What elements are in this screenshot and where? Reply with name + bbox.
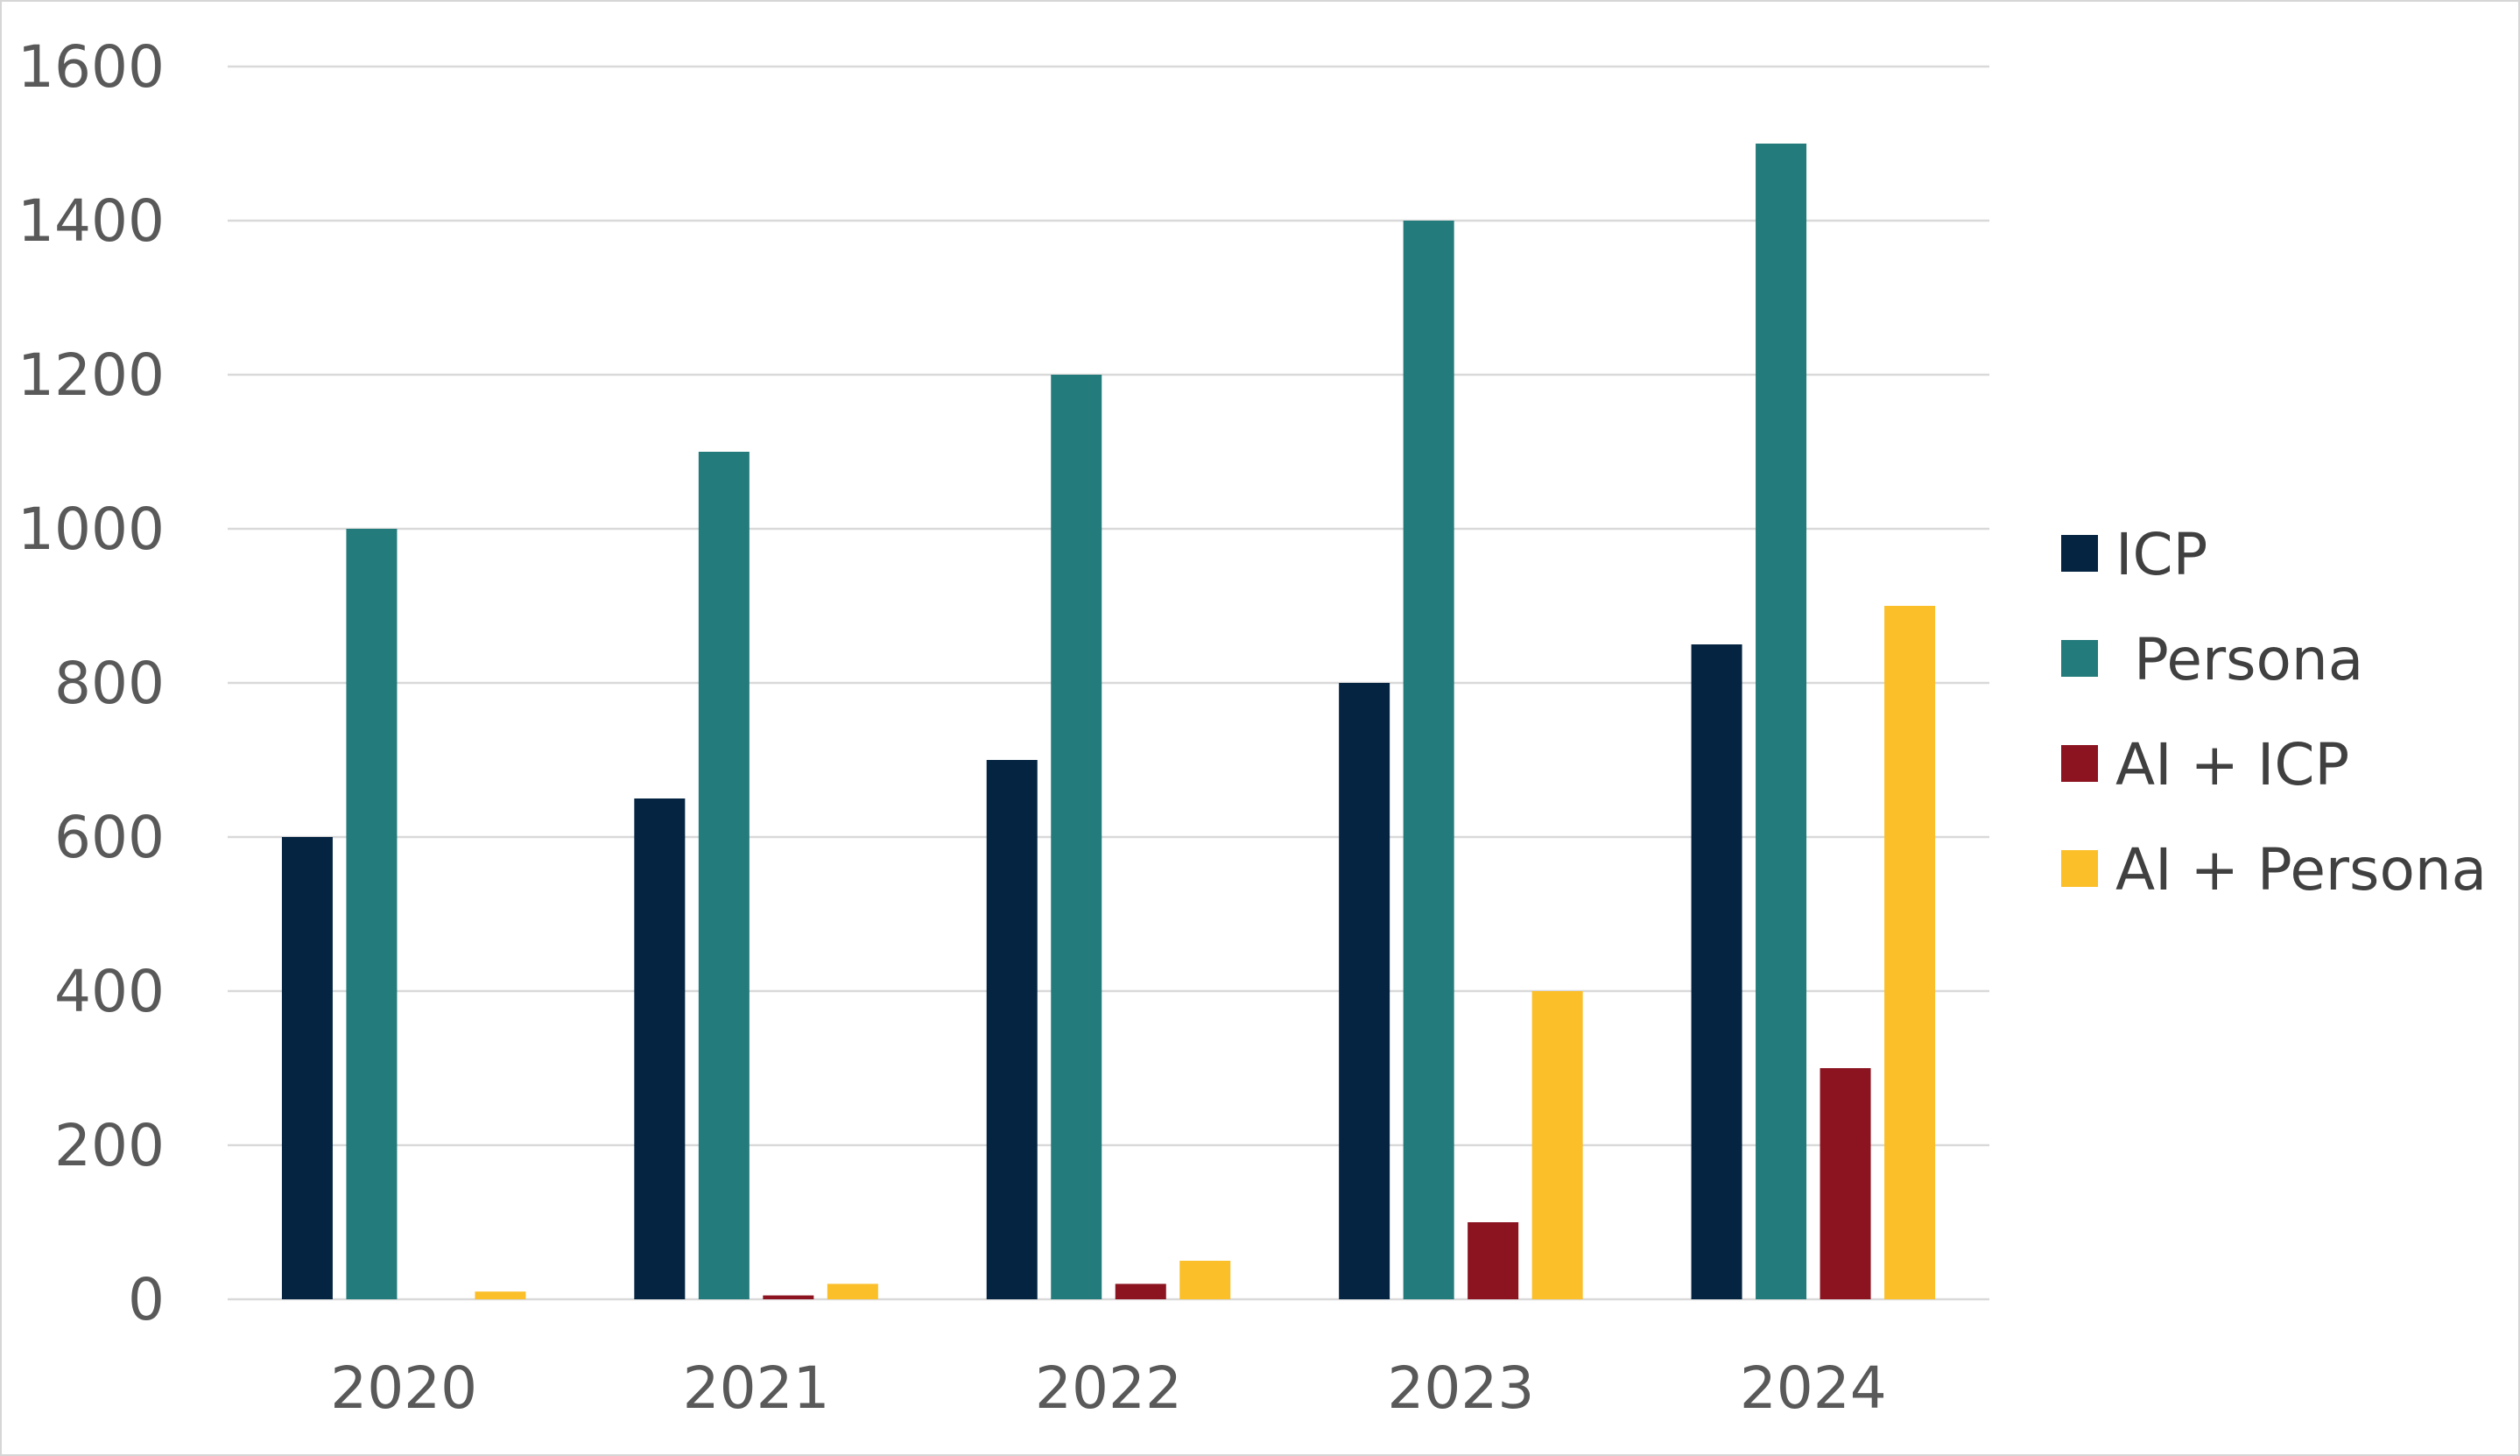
x-tick-label: 2020 xyxy=(330,1354,477,1422)
y-tick-label: 1200 xyxy=(18,341,165,409)
y-tick-label: 0 xyxy=(128,1266,165,1333)
bar-ai-persona-2024 xyxy=(1884,606,1936,1299)
y-tick-label: 200 xyxy=(54,1112,165,1179)
bar-icp-2022 xyxy=(986,760,1038,1299)
bar-ai-icp-2021 xyxy=(763,1295,814,1299)
legend-swatch xyxy=(2061,745,2098,782)
axes: 0 200 400 600 800 1000 1200 1400 1600 2020 2021 202… xyxy=(18,33,1887,1422)
bar-icp-2020 xyxy=(281,837,333,1299)
legend-swatch xyxy=(2061,640,2098,677)
bar-ai-persona-2022 xyxy=(1179,1261,1231,1299)
legend-label: ICP xyxy=(2115,521,2207,588)
y-tick-label: 400 xyxy=(54,958,165,1025)
bar-persona-2024 xyxy=(1756,144,1807,1299)
x-tick-label: 2021 xyxy=(683,1354,830,1422)
bar-ai-icp-2023 xyxy=(1468,1222,1519,1299)
bar-persona-2021 xyxy=(698,452,750,1299)
gridlines xyxy=(228,65,1989,1301)
bars xyxy=(281,144,1936,1299)
legend: ICP Persona AI + ICP AI + Persona xyxy=(2061,521,2487,904)
bar-persona-2023 xyxy=(1403,221,1454,1299)
y-tick-label: 800 xyxy=(54,650,165,717)
bar-icp-2021 xyxy=(634,798,686,1299)
bar-ai-persona-2023 xyxy=(1531,991,1583,1299)
legend-swatch xyxy=(2061,850,2098,887)
bar-persona-2020 xyxy=(346,529,398,1299)
bar-persona-2022 xyxy=(1051,375,1102,1299)
legend-label: Persona xyxy=(2115,626,2363,693)
legend-label: AI + ICP xyxy=(2115,731,2349,798)
x-tick-label: 2024 xyxy=(1740,1354,1887,1422)
bar-icp-2024 xyxy=(1691,644,1742,1299)
y-tick-label: 1400 xyxy=(18,187,165,255)
bar-ai-persona-2020 xyxy=(475,1291,526,1299)
bar-ai-persona-2021 xyxy=(827,1284,878,1299)
legend-swatch xyxy=(2061,535,2098,572)
legend-label: AI + Persona xyxy=(2115,836,2487,904)
y-tick-label: 1600 xyxy=(18,33,165,101)
y-tick-label: 600 xyxy=(54,804,165,871)
bar-ai-icp-2022 xyxy=(1115,1284,1166,1299)
x-tick-label: 2023 xyxy=(1387,1354,1534,1422)
bar-icp-2023 xyxy=(1339,683,1390,1299)
bar-ai-icp-2024 xyxy=(1820,1068,1871,1299)
x-tick-label: 2022 xyxy=(1035,1354,1182,1422)
y-tick-label: 1000 xyxy=(18,496,165,563)
